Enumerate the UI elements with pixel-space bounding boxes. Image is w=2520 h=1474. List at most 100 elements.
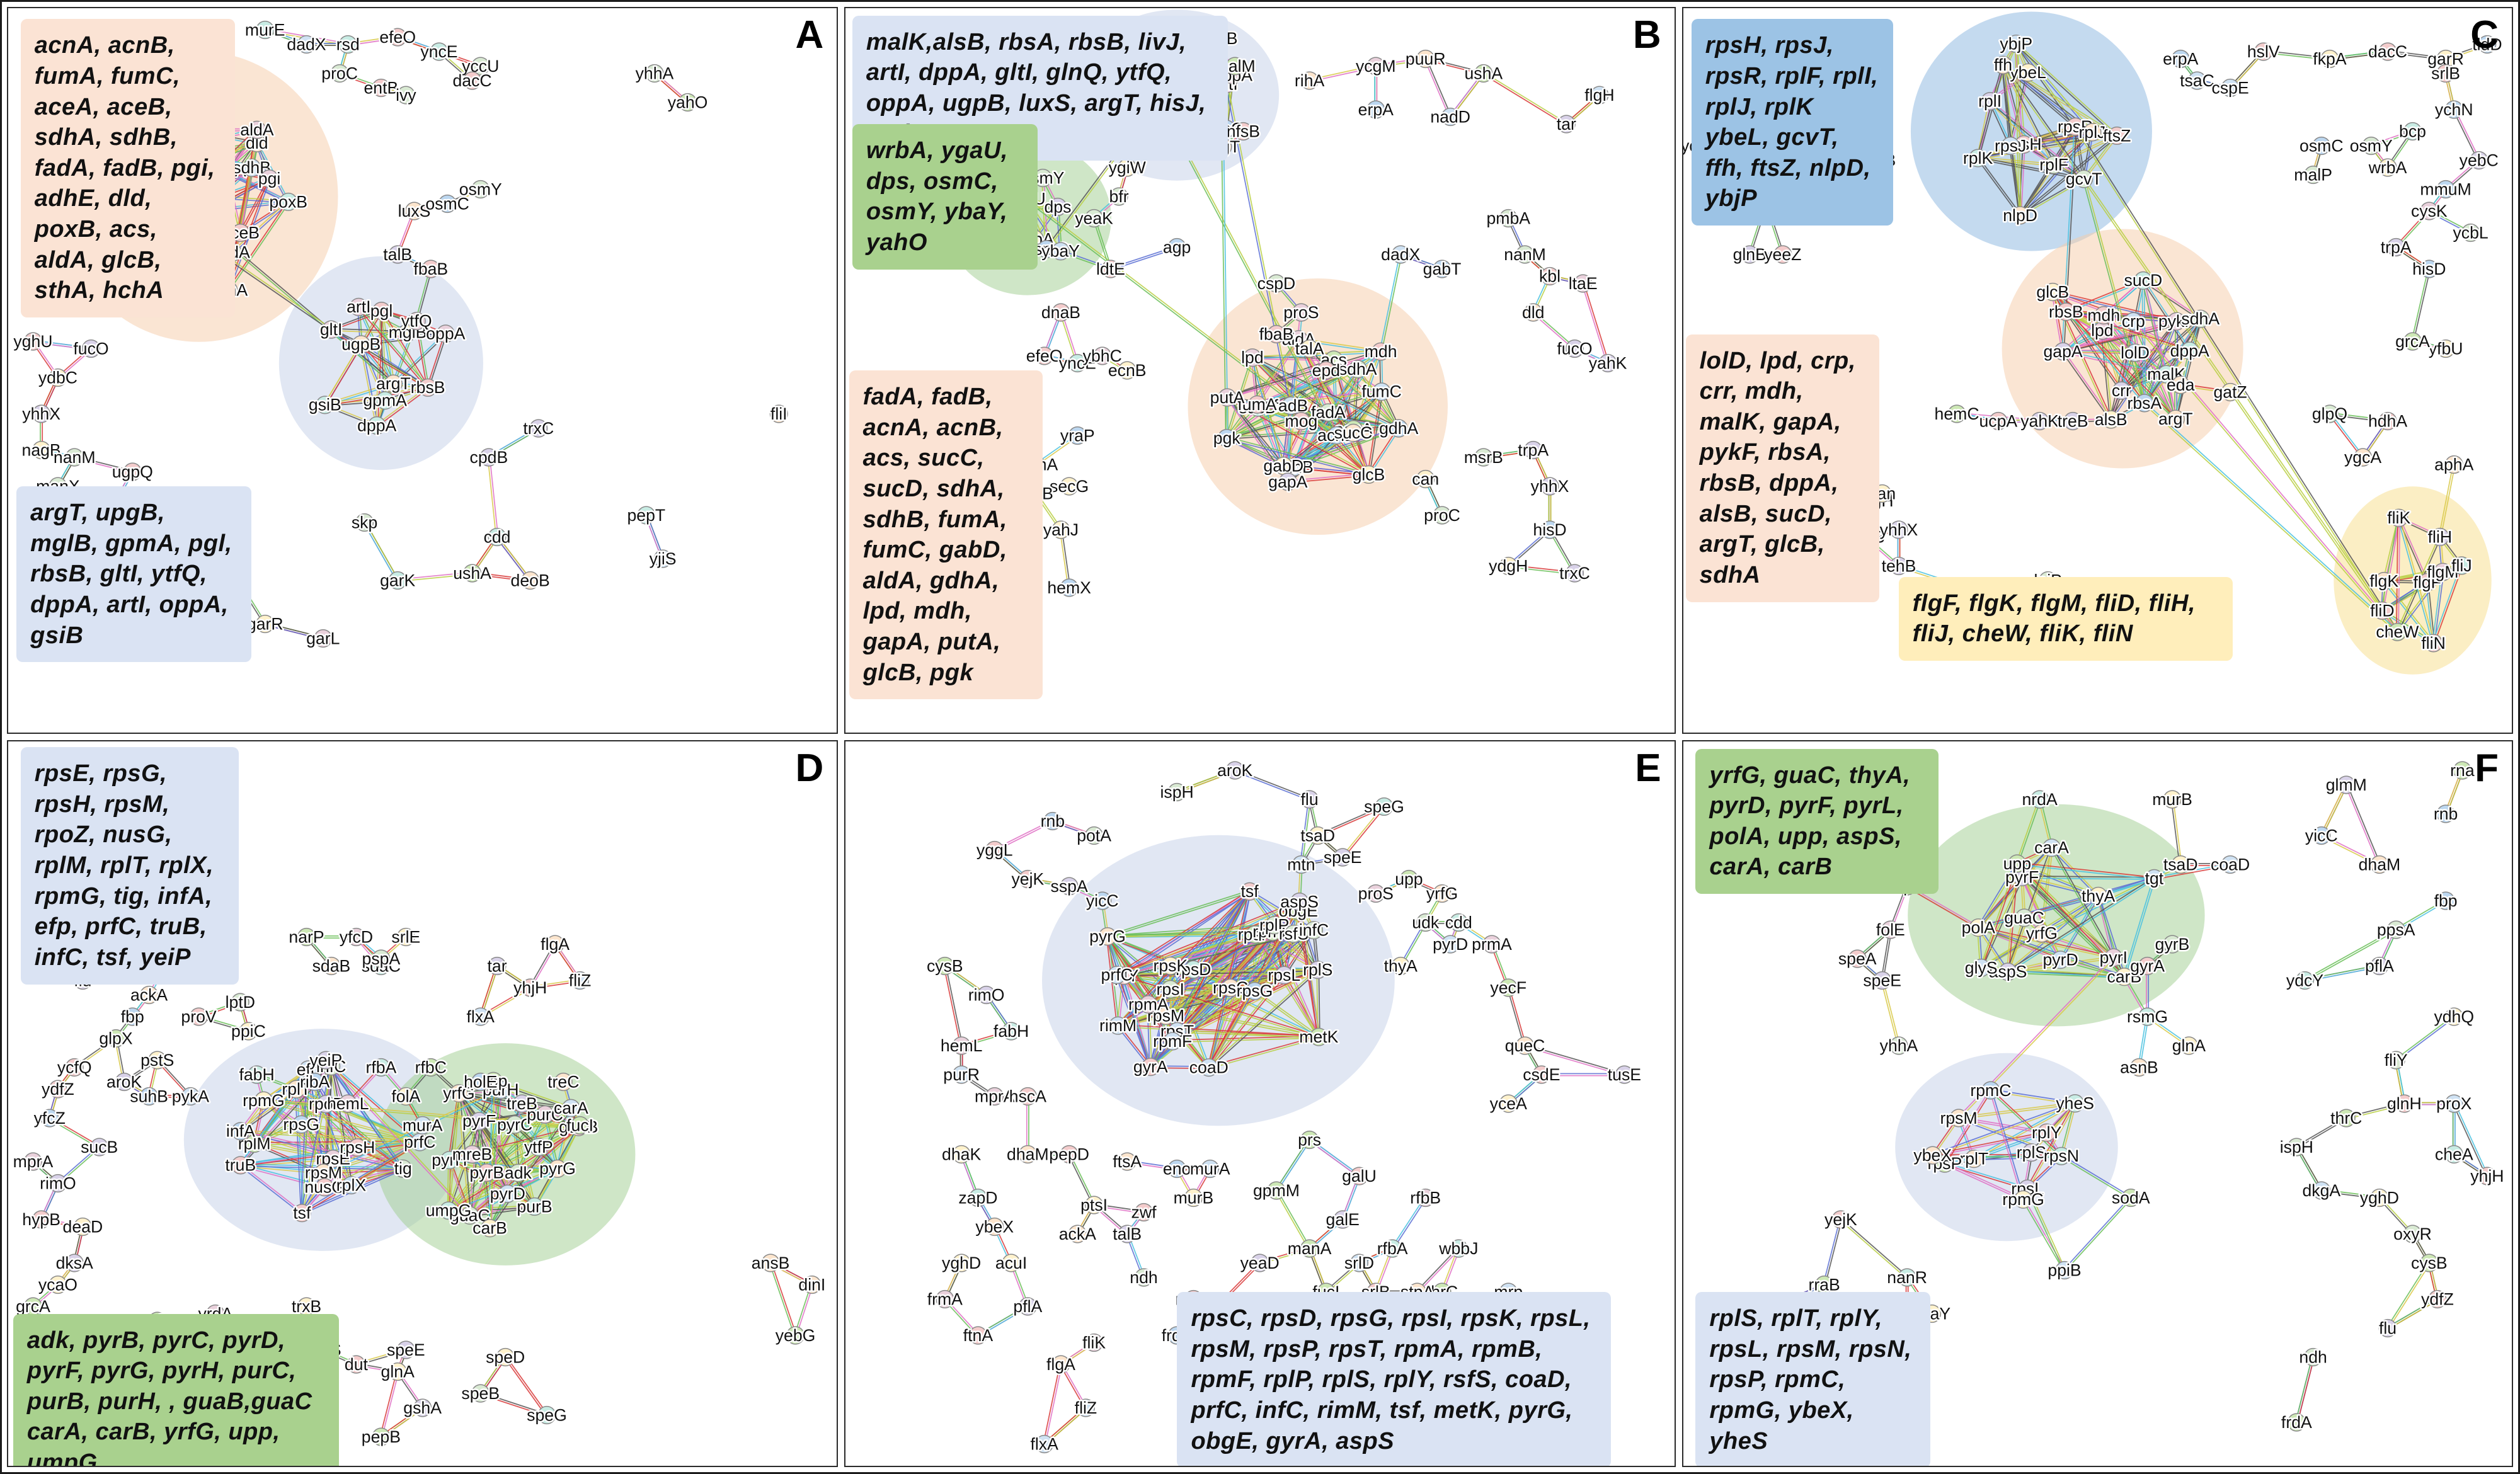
node-gdhA[interactable] (1389, 419, 1409, 438)
node-rpsP[interactable] (1246, 925, 1265, 944)
node-yeaD[interactable] (1251, 1254, 1269, 1272)
node-yghD[interactable] (2369, 1188, 2389, 1208)
node-rpsR[interactable] (2066, 117, 2085, 136)
node-sdhA[interactable] (2191, 309, 2209, 328)
node-yheS[interactable] (2065, 1094, 2084, 1113)
node-upp[interactable] (2007, 854, 2027, 873)
node-holE[interactable] (471, 1072, 490, 1092)
node-yahO[interactable] (679, 93, 697, 112)
node-glyS[interactable] (1971, 958, 1990, 978)
node-carB[interactable] (2115, 968, 2134, 986)
node-dnaB[interactable] (1051, 303, 1070, 322)
node-yhhA[interactable] (645, 64, 664, 83)
node-gltI[interactable] (322, 320, 341, 339)
node-rpmC[interactable] (1981, 1081, 2000, 1100)
node-rplX[interactable] (341, 1175, 361, 1195)
node-talA[interactable] (1300, 339, 1319, 358)
node-srlD[interactable] (1350, 1254, 1369, 1272)
node-cheA[interactable] (2444, 1145, 2463, 1164)
node-treC[interactable] (554, 1072, 573, 1092)
node-pflA[interactable] (2369, 956, 2389, 976)
node-malM[interactable] (1225, 57, 1245, 76)
node-argT[interactable] (2166, 409, 2185, 428)
node-dut[interactable] (346, 1355, 365, 1374)
node-yfbU[interactable] (2436, 339, 2455, 358)
node-rsd[interactable] (338, 35, 357, 54)
node-rpsG[interactable] (292, 1115, 311, 1134)
node-mmuM[interactable] (2436, 180, 2455, 199)
node-fbp[interactable] (123, 1007, 142, 1026)
node-murA[interactable] (413, 1116, 432, 1135)
node-potA[interactable] (1085, 826, 1104, 845)
node-ycgM[interactable] (1366, 57, 1385, 76)
node-tar[interactable] (1557, 115, 1576, 134)
node-lolD[interactable] (2126, 343, 2145, 362)
node-prs[interactable] (1300, 1130, 1319, 1150)
node-treB[interactable] (2063, 411, 2082, 431)
node-yeaK[interactable] (1085, 209, 1104, 228)
node-pepD[interactable] (1060, 1145, 1079, 1164)
node-flxA[interactable] (1035, 1434, 1054, 1454)
node-dkgA[interactable] (2311, 1181, 2331, 1200)
node-gyrA[interactable] (1142, 1058, 1160, 1077)
node-ecnB[interactable] (1118, 361, 1137, 380)
node-lptD[interactable] (231, 993, 249, 1012)
node-glpX[interactable] (106, 1029, 125, 1048)
node-ycbL[interactable] (2461, 223, 2480, 243)
node-gcvT[interactable] (2074, 169, 2093, 188)
node-hemC[interactable] (1947, 404, 1966, 423)
node-fbaB[interactable] (1267, 324, 1286, 344)
node-malK[interactable] (2156, 365, 2175, 384)
node-pyrB[interactable] (478, 1163, 496, 1182)
node-guaC[interactable] (2015, 908, 2034, 927)
node-nadD[interactable] (1441, 107, 1460, 127)
node-osmY[interactable] (471, 180, 490, 199)
node-rpsM[interactable] (1157, 1007, 1176, 1026)
node-sucB[interactable] (90, 1138, 109, 1157)
node-yeeZ[interactable] (1773, 245, 1792, 264)
node-efeO[interactable] (1035, 346, 1054, 365)
node-queC[interactable] (1516, 1036, 1535, 1055)
node-hisD[interactable] (2419, 260, 2439, 278)
node-fliK[interactable] (2389, 508, 2408, 527)
node-ybjP[interactable] (2007, 34, 2025, 54)
node-ltaE[interactable] (1574, 274, 1593, 293)
node-rfbC[interactable] (421, 1058, 440, 1077)
node-speE[interactable] (396, 1340, 415, 1359)
node-nlpD[interactable] (2010, 206, 2029, 225)
node-dksA[interactable] (65, 1254, 84, 1272)
node-cysB[interactable] (936, 956, 954, 976)
node-pepB[interactable] (372, 1427, 391, 1446)
node-pyrD[interactable] (1441, 935, 1460, 954)
node-gshA[interactable] (413, 1398, 432, 1417)
node-yejK[interactable] (1831, 1210, 1850, 1229)
node-fumC[interactable] (1372, 382, 1391, 401)
node-ytfQ[interactable] (407, 312, 426, 331)
node-rplS[interactable] (1309, 961, 1327, 980)
node-alsB[interactable] (2101, 410, 2120, 429)
node-rplP[interactable] (1265, 916, 1284, 935)
node-osmC[interactable] (438, 194, 457, 214)
node-yceA[interactable] (1499, 1094, 1518, 1113)
node-cdd[interactable] (1450, 913, 1469, 932)
node-rbsA[interactable] (2134, 394, 2154, 413)
node-grcA[interactable] (2403, 332, 2422, 351)
node-asnB[interactable] (2129, 1058, 2148, 1077)
node-ptsI[interactable] (1085, 1196, 1104, 1214)
node-rpsI[interactable] (1161, 980, 1180, 999)
node-rna[interactable] (2453, 761, 2471, 780)
node-pyrC[interactable] (505, 1115, 524, 1134)
node-bcp[interactable] (2403, 122, 2422, 141)
node-rfbA[interactable] (372, 1058, 391, 1077)
node-yebG[interactable] (786, 1326, 805, 1345)
node-ftsZ[interactable] (2107, 126, 2126, 146)
node-proV[interactable] (189, 1007, 209, 1026)
node-murB[interactable] (1184, 1188, 1203, 1208)
node-fucO[interactable] (1566, 339, 1584, 358)
node-glcB[interactable] (1360, 465, 1378, 484)
node-trxC[interactable] (1566, 564, 1584, 583)
node-ychN[interactable] (2444, 100, 2463, 119)
node-sspA[interactable] (1060, 877, 1079, 896)
node-trxC[interactable] (529, 419, 548, 438)
node-mog[interactable] (1292, 411, 1311, 431)
